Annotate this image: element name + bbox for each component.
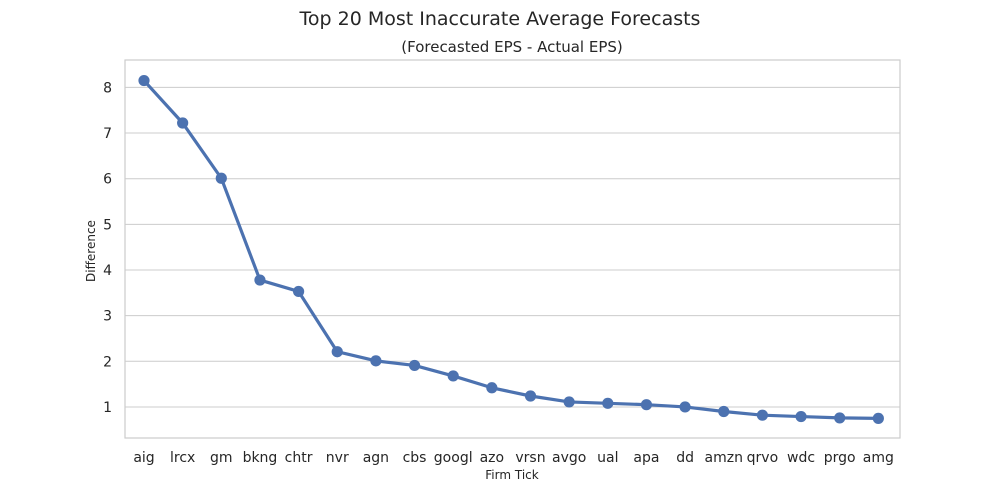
x-tick-label: vrsn bbox=[515, 450, 545, 466]
data-point-azo bbox=[486, 382, 498, 394]
data-point-cbs bbox=[408, 359, 421, 372]
y-tick-label: 3 bbox=[103, 309, 112, 325]
x-tick-label: wdc bbox=[787, 450, 815, 466]
x-tick-label: bkng bbox=[243, 450, 278, 466]
data-point-gm bbox=[215, 172, 227, 184]
data-point-aig bbox=[138, 74, 150, 87]
series-layer bbox=[138, 74, 884, 424]
gridlines bbox=[125, 86, 900, 408]
x-tick-label: dd bbox=[676, 450, 694, 466]
y-tick-labels: 1 2 3 4 5 6 7 8 bbox=[103, 80, 112, 416]
data-point-lrcx bbox=[177, 117, 189, 129]
x-tick-label: qrvo bbox=[747, 450, 779, 466]
data-point-qrvo bbox=[756, 409, 769, 421]
y-tick-label: 6 bbox=[103, 172, 112, 188]
chart-subtitle: (Forecasted EPS - Actual EPS) bbox=[401, 38, 623, 56]
y-tick-label: 1 bbox=[103, 400, 112, 416]
data-point-dd bbox=[679, 401, 691, 413]
data-point-chtr bbox=[293, 285, 305, 298]
y-tick-label: 8 bbox=[103, 80, 112, 96]
chart-title: Top 20 Most Inaccurate Average Forecasts bbox=[299, 8, 701, 30]
x-tick-label: agn bbox=[363, 450, 389, 466]
x-tick-label: googl bbox=[434, 450, 473, 466]
x-tick-label: lrcx bbox=[170, 450, 195, 466]
data-point-googl bbox=[447, 370, 459, 382]
data-point-amg bbox=[872, 412, 884, 424]
x-tick-label: avgo bbox=[552, 450, 586, 466]
x-axis-label: Firm Tick bbox=[485, 468, 538, 482]
x-tick-label: cbs bbox=[403, 450, 427, 466]
x-tick-label: prgo bbox=[824, 450, 856, 466]
data-point-bkng bbox=[254, 274, 266, 286]
x-tick-label: nvr bbox=[326, 450, 349, 466]
data-point-nvr bbox=[331, 346, 343, 358]
plot-frame bbox=[124, 59, 901, 439]
data-point-agn bbox=[370, 355, 382, 367]
x-tick-label: apa bbox=[633, 450, 659, 466]
data-point-avgo bbox=[563, 396, 575, 408]
x-tick-label: azo bbox=[480, 450, 505, 466]
x-tick-label: amzn bbox=[705, 450, 743, 466]
y-tick-label: 4 bbox=[103, 263, 112, 279]
x-tick-label: amg bbox=[863, 450, 894, 466]
y-tick-label: 5 bbox=[103, 217, 112, 233]
y-axis-label: Difference bbox=[84, 220, 98, 282]
x-tick-label: ual bbox=[597, 450, 618, 466]
data-point-apa bbox=[640, 399, 653, 411]
x-tick-labels: aig lrcx gm bkng chtr nvr agn cbs googl azo vrsn av… bbox=[133, 450, 894, 466]
y-tick-label: 7 bbox=[103, 126, 112, 142]
series-line bbox=[142, 78, 880, 420]
x-tick-label: aig bbox=[133, 450, 154, 466]
data-point-wdc bbox=[795, 410, 807, 423]
data-point-prgo bbox=[834, 412, 846, 424]
data-point-vrsn bbox=[524, 390, 537, 402]
x-tick-label: chtr bbox=[285, 450, 313, 466]
x-tick-label: gm bbox=[210, 450, 233, 466]
data-point-ual bbox=[602, 397, 614, 409]
data-point-amzn bbox=[718, 405, 730, 418]
y-tick-label: 2 bbox=[103, 354, 112, 370]
